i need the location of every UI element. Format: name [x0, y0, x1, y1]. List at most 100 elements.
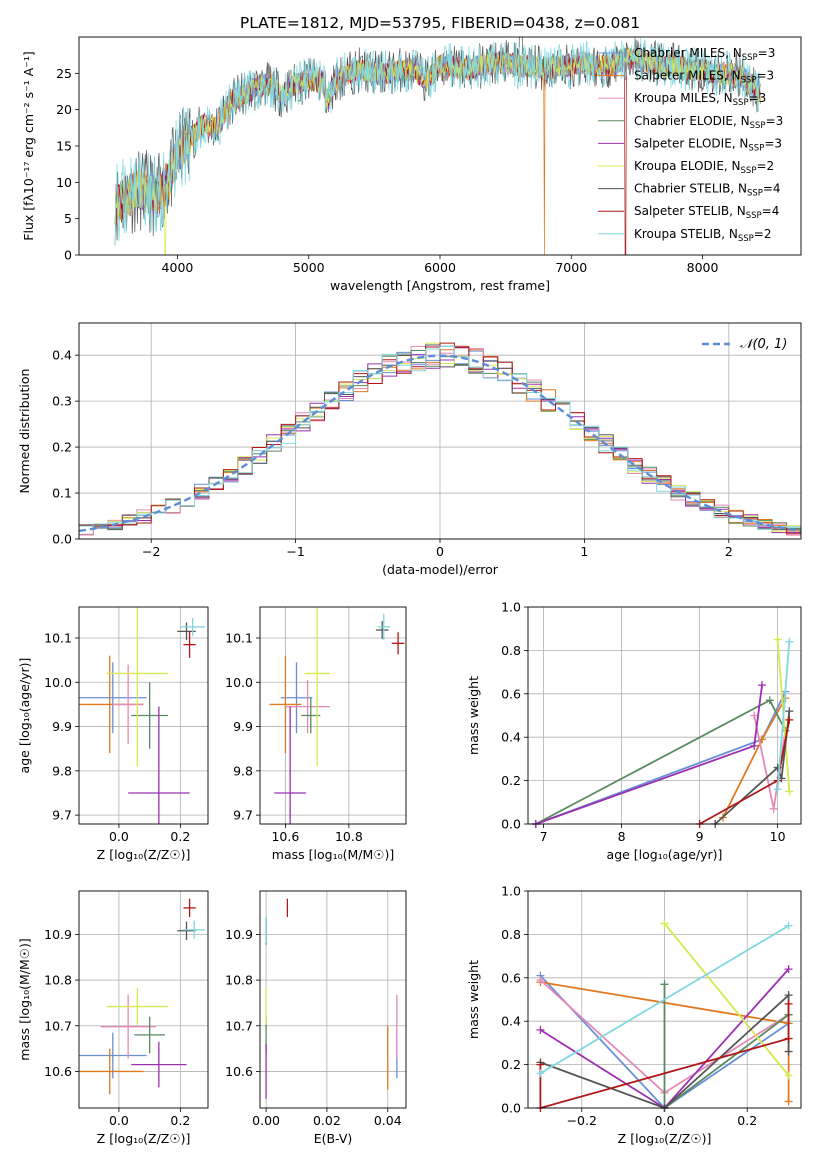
legend-label: Chabrier MILES, NSSP=3	[634, 46, 775, 63]
weight-marker-salpeter_stelib	[784, 1034, 793, 1043]
x-tick-label: 8000	[687, 260, 719, 275]
y-tick-label: 0.4	[52, 348, 72, 363]
y-tick-label: 0.6	[501, 686, 521, 701]
weight-marker-chabrier_stelib	[784, 1047, 793, 1056]
axes-frame	[259, 606, 407, 825]
x-tick-label: 9	[696, 829, 704, 844]
plot-area	[528, 607, 801, 824]
y-tick-label: 0.1	[52, 486, 72, 501]
x-tick-label: 10.8	[335, 829, 363, 844]
x-tick-label: −0.2	[567, 1113, 597, 1128]
legend-label: Salpeter ELODIE, NSSP=3	[634, 136, 782, 153]
weight-marker-salpeter_stelib	[785, 715, 794, 724]
histogram-kroupa_stelib	[79, 346, 801, 538]
y-tick-label: 10.7	[225, 1018, 253, 1033]
axes-frame	[527, 890, 802, 1109]
axes-frame	[78, 606, 209, 825]
y-tick-label: 1.0	[501, 600, 521, 615]
x-tick-label: 0.0	[109, 829, 129, 844]
axes-frame	[78, 36, 802, 256]
y-tick-label: 9.7	[52, 808, 72, 823]
x-axis-label: Z [log₁₀(Z/Z☉)]	[97, 1131, 191, 1146]
legend-label: Kroupa ELODIE, NSSP=2	[634, 159, 774, 176]
x-axis-label: (data-model)/error	[382, 562, 499, 577]
weight-marker-kroupa_elodie	[773, 635, 782, 644]
legend-label: Salpeter MILES, NSSP=3	[634, 69, 774, 86]
panel-mass_vs_ebv	[256, 890, 407, 1112]
y-tick-label: 0.0	[501, 1101, 521, 1116]
y-tick-label: 1.0	[501, 884, 521, 899]
panel-age_vs_Z	[75, 606, 209, 828]
weight-marker-salpeter_elodie	[784, 965, 793, 974]
weight-marker-salpeter_elodie	[750, 741, 759, 750]
y-tick-label: 0.2	[501, 773, 521, 788]
weight-marker-salpeter_miles	[784, 1097, 793, 1106]
y-tick-label: 0.4	[501, 1014, 521, 1029]
x-tick-label: 7000	[555, 260, 587, 275]
y-tick-label: 20	[56, 102, 72, 117]
x-tick-label: 1	[580, 544, 588, 559]
y-tick-label: 10.8	[44, 973, 72, 988]
x-tick-label: 6000	[424, 260, 456, 275]
x-axis-label: mass [log₁₀(M/M☉)]	[272, 847, 394, 862]
y-axis-label: Normed distribution	[17, 369, 32, 494]
plot-area	[260, 607, 406, 824]
y-tick-label: 0.0	[501, 817, 521, 832]
y-tick-label: 9.7	[233, 808, 253, 823]
x-tick-label: 8	[618, 829, 626, 844]
legend-label: Salpeter STELIB, NSSP=4	[634, 204, 779, 221]
weight-marker-kroupa_miles	[769, 804, 778, 813]
y-axis-label: age [log₁₀(age/yr)]	[17, 658, 32, 774]
y-tick-label: 0.2	[501, 1057, 521, 1072]
weight-line-kroupa_elodie	[663, 922, 790, 1077]
x-axis-label: age [log₁₀(age/yr)]	[607, 847, 723, 862]
y-tick-label: 0.0	[52, 532, 72, 547]
weight-marker-kroupa_stelib	[784, 921, 793, 930]
legend-label: Kroupa STELIB, NSSP=2	[634, 227, 772, 244]
x-tick-label: 10.6	[271, 829, 299, 844]
panel-residuals: 𝒩(0, 1)	[75, 322, 802, 543]
legend-label: Chabrier STELIB, NSSP=4	[634, 182, 781, 199]
plot-area	[79, 891, 208, 1108]
y-tick-label: 10.1	[44, 631, 72, 646]
panel-mass_weight_vs_Z	[524, 890, 802, 1112]
y-tick-label: 0.8	[501, 927, 521, 942]
weight-marker-salpeter_elodie	[758, 681, 766, 690]
x-axis-label: wavelength [Angstrom, rest frame]	[330, 278, 550, 293]
y-tick-label: 10.6	[44, 1064, 72, 1079]
x-tick-label: 0.0	[655, 1113, 675, 1128]
panel-mass_vs_Z	[75, 890, 209, 1112]
x-tick-label: 0	[436, 544, 444, 559]
y-tick-label: 9.9	[233, 719, 253, 734]
y-tick-label: 0.6	[501, 970, 521, 985]
y-tick-label: 0.8	[501, 643, 521, 658]
weight-line-kroupa_stelib	[539, 924, 790, 1075]
plot-area	[260, 891, 406, 1108]
weight-marker-kroupa_stelib	[536, 1069, 545, 1078]
y-tick-label: 10.9	[225, 927, 253, 942]
y-axis-label: Flux [fλ10⁻¹⁷ erg cm⁻² s⁻¹ A⁻¹]	[21, 51, 36, 240]
panel-age_vs_mass	[256, 606, 407, 828]
weight-marker-chabrier_stelib	[784, 991, 793, 1000]
axes-frame	[78, 890, 209, 1109]
weight-marker-kroupa_miles	[536, 975, 545, 984]
y-tick-label: 10	[56, 175, 72, 190]
y-tick-label: 10.1	[225, 631, 253, 646]
y-axis-label: mass weight	[466, 960, 481, 1039]
x-tick-label: 0.02	[313, 1113, 341, 1128]
page-title: PLATE=1812, MJD=53795, FIBERID=0438, z=0…	[240, 14, 640, 32]
weight-line-kroupa_stelib	[776, 641, 791, 790]
weight-marker-kroupa_elodie	[784, 1071, 793, 1080]
x-tick-label: 0.2	[170, 829, 190, 844]
y-tick-label: 10.0	[44, 675, 72, 690]
weight-marker-salpeter_stelib	[784, 999, 793, 1008]
x-tick-label: −2	[142, 544, 160, 559]
x-axis-label: E(B-V)	[314, 1131, 353, 1146]
x-tick-label: 0.0	[109, 1113, 129, 1128]
spectrum-line-kroupa_stelib	[114, 37, 761, 246]
y-axis-label: mass weight	[466, 676, 481, 755]
y-tick-label: 9.8	[52, 763, 72, 778]
y-tick-label: 25	[56, 66, 72, 81]
normal-curve	[79, 354, 801, 533]
legend-label: Kroupa MILES, NSSP=3	[634, 91, 766, 108]
